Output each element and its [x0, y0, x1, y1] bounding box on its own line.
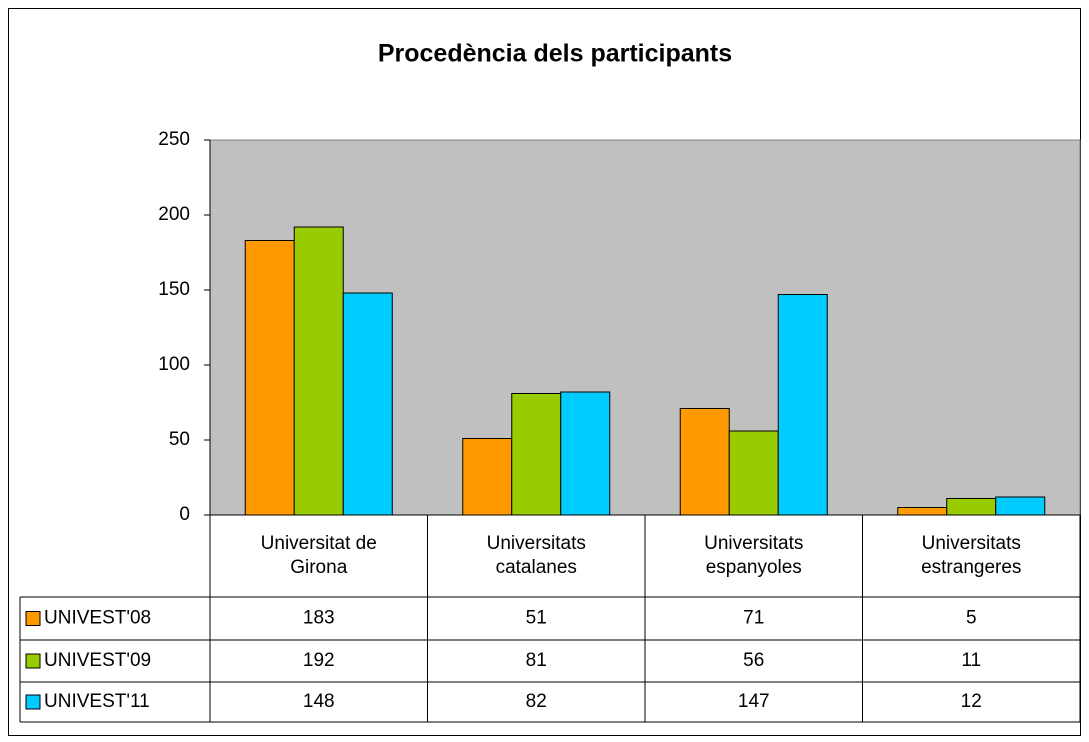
legend-swatch [25, 611, 41, 626]
legend-swatch [25, 694, 41, 710]
table-value: 11 [961, 650, 981, 671]
x-tick-label: Universitats estrangeres [921, 533, 1022, 578]
x-tick-label: Universitats espanyoles [704, 533, 804, 578]
bar [560, 391, 611, 516]
legend-swatch [25, 653, 41, 669]
y-tick-label: 50 [169, 429, 190, 450]
table-value: 51 [526, 608, 547, 629]
legend-label: UNIVEST'11 [44, 691, 150, 712]
y-tick-label: 250 [158, 129, 190, 150]
legend-label: UNIVEST'09 [44, 650, 151, 671]
bar [679, 408, 730, 516]
y-tick-label: 150 [158, 279, 190, 300]
legend-label: UNIVEST'08 [44, 608, 151, 629]
table-value: 71 [743, 608, 764, 629]
bar [946, 498, 997, 516]
table-value: 82 [526, 691, 547, 712]
y-tick-label: 0 [179, 504, 190, 525]
x-tick-label: Universitat de Girona [260, 533, 377, 578]
x-tick-label: Universitats catalanes [486, 533, 586, 578]
bar [728, 430, 779, 516]
bar [293, 226, 344, 516]
table-value: 81 [526, 650, 547, 671]
table-value: 12 [961, 691, 982, 712]
y-tick-label: 100 [158, 354, 190, 375]
table-value: 56 [743, 650, 764, 671]
table-value: 147 [738, 691, 770, 712]
table-value: 148 [303, 691, 335, 712]
bar [995, 496, 1046, 516]
chart-title: Procedència dels participants [378, 40, 732, 68]
y-tick-label: 200 [158, 204, 190, 225]
table-value: 183 [303, 608, 335, 629]
bar [897, 507, 948, 516]
table-value: 5 [966, 608, 977, 629]
bar [462, 438, 513, 516]
bar [244, 240, 295, 516]
bar [511, 393, 562, 516]
table-value: 192 [303, 650, 335, 671]
bar [342, 292, 393, 516]
bar [777, 294, 828, 516]
